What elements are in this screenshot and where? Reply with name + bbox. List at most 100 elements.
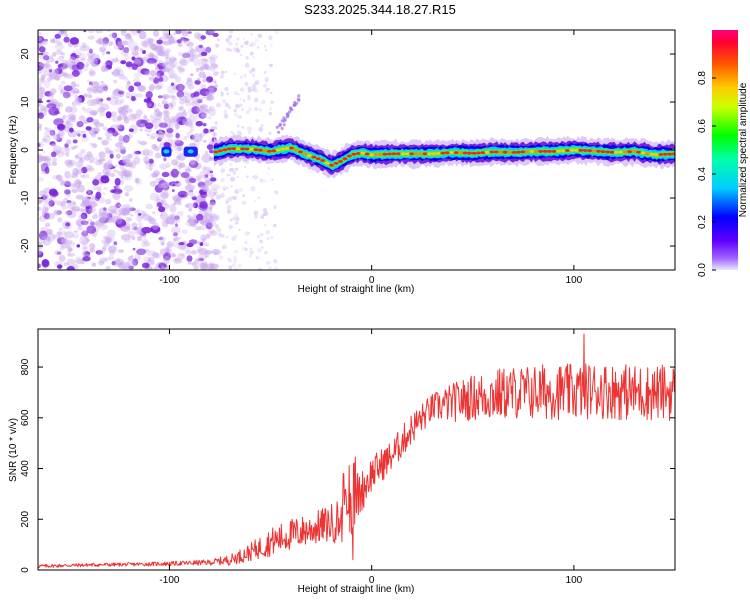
noise-blob: [74, 256, 82, 265]
faint-blob: [235, 217, 240, 222]
noise-blob: [179, 259, 183, 263]
faint-blob: [253, 97, 259, 103]
ridge-core: [378, 153, 383, 156]
noise-blob: [210, 63, 219, 69]
faint-blob: [214, 121, 218, 125]
noise-blob: [47, 98, 58, 105]
noise-blob: [193, 202, 199, 209]
noise-blob: [185, 184, 194, 193]
ridge-core: [538, 150, 544, 153]
noise-blob: [169, 95, 175, 99]
noise-blob: [67, 113, 77, 120]
noise-blob: [111, 92, 122, 100]
faint-blob: [216, 38, 220, 42]
noise-blob: [48, 69, 53, 73]
noise-blob: [172, 237, 177, 242]
colorbar-label: Normalized spectral amplitude: [738, 82, 749, 217]
ridge-core: [347, 154, 352, 158]
noise-blob: [123, 47, 129, 54]
noise-blob: [118, 263, 126, 270]
ridge-core: [275, 148, 281, 152]
noise-blob: [38, 46, 46, 53]
noise-blob: [60, 146, 71, 155]
noise-blob: [189, 142, 197, 147]
noise-blob: [181, 229, 188, 234]
noise-blob: [207, 30, 217, 33]
noise-blob: [197, 52, 202, 58]
noise-blob: [81, 197, 90, 204]
faint-blob: [234, 189, 240, 195]
snr-y-ticks: 0 200 400 600 800: [20, 358, 675, 573]
noise-blob: [91, 127, 99, 134]
noise-blob: [42, 201, 53, 210]
noise-blob: [156, 202, 163, 208]
y-tick-label: -10: [20, 190, 31, 205]
noise-blob: [73, 230, 79, 233]
noise-blob: [109, 173, 116, 177]
noise-blob: [81, 230, 89, 237]
noise-blob: [123, 169, 133, 177]
noise-blob: [68, 56, 76, 63]
noise-blob: [182, 52, 190, 59]
noise-blob: [174, 236, 180, 241]
noise-blob: [78, 214, 86, 220]
noise-blob: [66, 120, 70, 125]
noise-blob: [45, 161, 50, 165]
noise-blob: [159, 261, 165, 267]
noise-blob: [87, 51, 96, 58]
faint-blob: [254, 107, 259, 111]
noise-blob: [43, 106, 49, 112]
ridge-core: [516, 150, 521, 154]
noise-blob: [121, 40, 129, 46]
noise-blob: [195, 175, 201, 181]
noise-blob: [118, 44, 125, 51]
faint-blob: [225, 201, 229, 205]
noise-blob: [201, 264, 208, 270]
noise-blob: [171, 82, 174, 86]
ridge-core: [462, 151, 468, 155]
noise-blob: [156, 70, 165, 77]
x-tick-label: 0: [369, 275, 375, 286]
noise-blob: [42, 155, 52, 162]
noise-blob: [77, 152, 83, 160]
faint-blob: [244, 165, 247, 168]
noise-blob: [75, 194, 84, 200]
ridge-core: [476, 151, 481, 155]
noise-blob: [80, 174, 85, 178]
noise-blob: [193, 265, 199, 270]
ridge-core: [355, 152, 361, 155]
noise-blob: [64, 170, 71, 179]
noise-blob: [116, 249, 121, 253]
noise-blob: [202, 166, 207, 172]
ridge-core: [262, 149, 268, 153]
noise-blob: [38, 141, 44, 148]
noise-blob: [199, 109, 204, 113]
noise-blob: [208, 228, 216, 234]
noise-blob: [90, 86, 98, 93]
noise-blob: [195, 226, 202, 231]
noise-blob: [175, 183, 180, 187]
y-tick-label: 400: [20, 460, 31, 477]
noise-blob: [53, 118, 64, 126]
noise-blob: [49, 88, 57, 94]
ridge-core: [542, 150, 548, 153]
noise-blob: [78, 115, 86, 121]
noise-blob: [52, 145, 62, 153]
snr-x-ticks: -100 0 100: [159, 329, 583, 586]
faint-blob: [219, 193, 225, 199]
noise-blob: [118, 249, 124, 254]
noise-blob: [95, 250, 104, 255]
noise-blob: [186, 255, 193, 262]
ridge-core: [582, 149, 588, 152]
faint-blob: [249, 69, 253, 74]
noise-blob: [102, 85, 108, 91]
noise-blob: [103, 240, 110, 247]
noise-blob: [104, 67, 109, 72]
figure-title: S233.2025.344.18.27.R15: [304, 2, 456, 17]
faint-blob: [223, 110, 228, 114]
noise-blob: [193, 213, 197, 217]
spike-dot: [282, 116, 286, 120]
noise-blob: [132, 258, 139, 266]
faint-blob: [267, 88, 271, 91]
